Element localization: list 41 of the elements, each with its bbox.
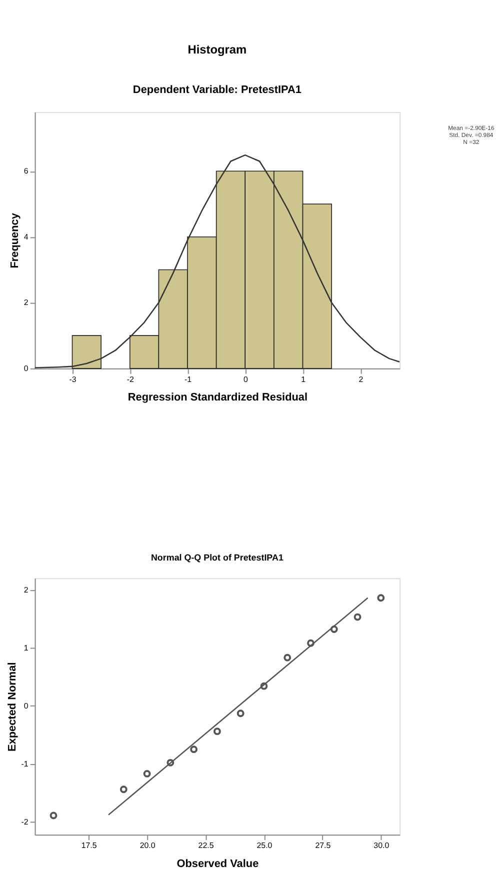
- x-tick-label: 25.0: [256, 841, 273, 850]
- point: [143, 770, 151, 778]
- point: [166, 758, 174, 766]
- chart-subtitle: Dependent Variable: PretestIPA1: [132, 84, 302, 96]
- point: [236, 710, 244, 718]
- chart-title: Histogram: [188, 42, 247, 56]
- y-tick-label: -2: [21, 817, 29, 826]
- point: [377, 594, 385, 602]
- x-tick-label: -2: [126, 374, 134, 384]
- point: [354, 613, 362, 621]
- x-tick-label: -1: [184, 374, 192, 384]
- point: [213, 728, 221, 736]
- x-tick-label: 0: [243, 374, 248, 384]
- x-tick-label: 1: [301, 374, 306, 384]
- y-tick-label: -1: [21, 759, 29, 768]
- x-axis-title: Regression Standardized Residual: [128, 392, 308, 404]
- point: [50, 812, 58, 820]
- x-tick-label: 2: [358, 374, 364, 384]
- x-tick-label: 17.5: [81, 841, 98, 850]
- point: [284, 654, 292, 662]
- point: [307, 639, 314, 647]
- point: [330, 626, 338, 633]
- y-axis-title: Expected Normal: [6, 662, 18, 752]
- x-tick-label: 30.0: [374, 841, 390, 850]
- x-axis-title: Observed Value: [176, 858, 259, 870]
- y-tick-label: 4: [24, 232, 29, 242]
- y-tick-label: 2: [24, 298, 29, 308]
- y-axis-title: Frequency: [8, 212, 21, 268]
- y-tick-label: 6: [24, 166, 29, 176]
- y-tick-label: 1: [24, 643, 29, 652]
- y-tick-label: 2: [24, 585, 29, 594]
- y-tick-label: 0: [24, 364, 29, 373]
- point: [260, 682, 268, 690]
- point: [120, 786, 128, 794]
- x-tick-label: 20.0: [140, 841, 156, 850]
- x-tick-label: -3: [69, 374, 77, 384]
- y-tick-label: 0: [24, 701, 29, 710]
- x-tick-label: 27.5: [315, 841, 332, 850]
- x-tick-label: 22.5: [198, 841, 214, 850]
- point: [190, 746, 198, 754]
- chart-title: Normal Q-Q Plot of PretestIPA1: [150, 552, 284, 562]
